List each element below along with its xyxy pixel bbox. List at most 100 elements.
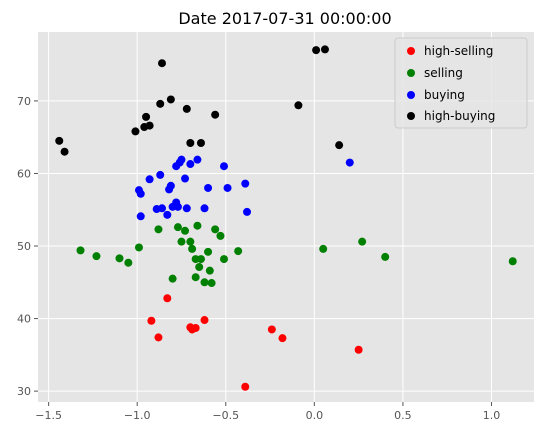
data-point-buying <box>200 204 209 213</box>
data-point-buying <box>243 207 252 216</box>
data-point-high-selling <box>278 334 287 343</box>
data-point-selling <box>234 247 243 256</box>
legend-label-high-selling: high-selling <box>424 44 493 58</box>
data-point-buying <box>241 179 250 188</box>
data-point-selling <box>134 243 143 252</box>
x-tick-label: −0.5 <box>212 409 239 422</box>
chart-title: Date 2017-07-31 00:00:00 <box>178 9 391 28</box>
data-point-high-buying <box>182 104 191 113</box>
data-point-selling <box>177 237 186 246</box>
data-point-selling <box>200 278 209 287</box>
data-point-high-selling <box>154 333 163 342</box>
data-point-selling <box>204 247 213 256</box>
data-point-selling <box>154 225 163 234</box>
data-point-high-buying <box>211 110 220 119</box>
data-point-high-buying <box>156 99 165 108</box>
data-point-high-selling <box>267 325 276 334</box>
y-tick-label: 70 <box>17 95 31 108</box>
data-point-high-buying <box>158 59 166 68</box>
data-point-selling <box>358 237 367 246</box>
legend-marker-selling <box>407 69 415 77</box>
data-point-buying <box>193 155 202 164</box>
data-point-selling <box>173 223 182 232</box>
data-point-buying <box>220 162 228 171</box>
data-point-high-buying <box>166 95 175 104</box>
data-point-high-buying <box>335 141 344 150</box>
series-high-buying <box>55 45 344 156</box>
data-point-high-selling <box>163 294 172 303</box>
data-point-high-buying <box>320 45 329 54</box>
series-selling <box>76 221 517 288</box>
x-tick-label: 0.5 <box>394 409 412 422</box>
data-point-selling <box>188 244 197 253</box>
data-point-high-buying <box>312 46 321 55</box>
data-point-buying <box>145 175 154 184</box>
data-point-buying <box>156 170 165 179</box>
data-point-selling <box>381 252 390 261</box>
series-high-selling <box>147 294 363 391</box>
data-point-selling <box>211 225 220 234</box>
data-point-high-buying <box>145 121 154 130</box>
data-point-selling <box>191 273 200 282</box>
legend: high-selling selling buying high-buying <box>394 37 528 129</box>
data-point-selling <box>319 244 328 253</box>
y-tick-label: 50 <box>17 240 31 253</box>
y-tick-label: 30 <box>17 385 31 398</box>
data-point-selling <box>196 255 205 264</box>
data-point-high-buying <box>142 112 151 121</box>
data-point-buying <box>136 212 145 221</box>
legend-label-selling: selling <box>424 66 463 80</box>
data-point-high-buying <box>294 101 303 110</box>
data-point-selling <box>205 266 214 275</box>
data-point-buying <box>136 189 145 198</box>
data-point-selling <box>181 226 190 235</box>
data-point-buying <box>182 204 191 213</box>
x-tick-label: −1.5 <box>35 409 62 422</box>
data-point-buying <box>158 204 166 213</box>
data-point-high-selling <box>191 324 200 332</box>
data-point-selling <box>186 237 195 246</box>
x-tick-label: 0.0 <box>306 409 324 422</box>
data-point-high-selling <box>147 316 156 325</box>
legend-marker-high-selling <box>407 47 415 55</box>
x-tick-label: 1.0 <box>483 409 501 422</box>
legend-marker-buying <box>407 91 415 99</box>
legend-box <box>394 37 528 129</box>
data-point-high-buying <box>196 139 205 147</box>
data-point-buying <box>166 181 175 190</box>
legend-marker-high-buying <box>407 112 415 120</box>
legend-label-high-buying: high-buying <box>424 109 495 123</box>
y-axis: 30 40 50 60 70 <box>17 95 38 398</box>
data-point-buying <box>163 210 172 219</box>
data-point-selling <box>124 258 133 267</box>
data-point-selling <box>508 257 517 266</box>
x-tick-label: −1.0 <box>124 409 151 422</box>
data-point-high-buying <box>186 139 195 147</box>
data-point-high-selling <box>200 316 209 325</box>
data-point-buying <box>177 155 186 164</box>
x-axis: −1.5 −1.0 −0.5 0.0 0.5 1.0 <box>35 402 500 422</box>
data-point-selling <box>216 231 225 240</box>
data-point-buying <box>223 183 232 192</box>
data-point-selling <box>207 279 216 288</box>
data-point-selling <box>92 252 101 261</box>
data-point-buying <box>345 158 354 167</box>
data-point-selling <box>168 274 177 283</box>
data-point-buying <box>204 183 213 192</box>
data-point-selling <box>115 254 124 263</box>
data-point-high-selling <box>354 345 363 354</box>
data-points <box>55 45 517 391</box>
data-point-high-buying <box>55 136 64 145</box>
data-point-selling <box>76 246 85 255</box>
data-point-selling <box>195 263 204 272</box>
data-point-selling <box>220 255 228 264</box>
data-point-buying <box>186 160 195 169</box>
y-tick-label: 60 <box>17 167 31 180</box>
data-point-high-buying <box>60 147 69 156</box>
series-buying <box>134 155 354 221</box>
data-point-high-selling <box>241 382 250 391</box>
data-point-buying <box>173 202 182 211</box>
y-tick-label: 40 <box>17 313 31 326</box>
data-point-buying <box>181 174 190 183</box>
